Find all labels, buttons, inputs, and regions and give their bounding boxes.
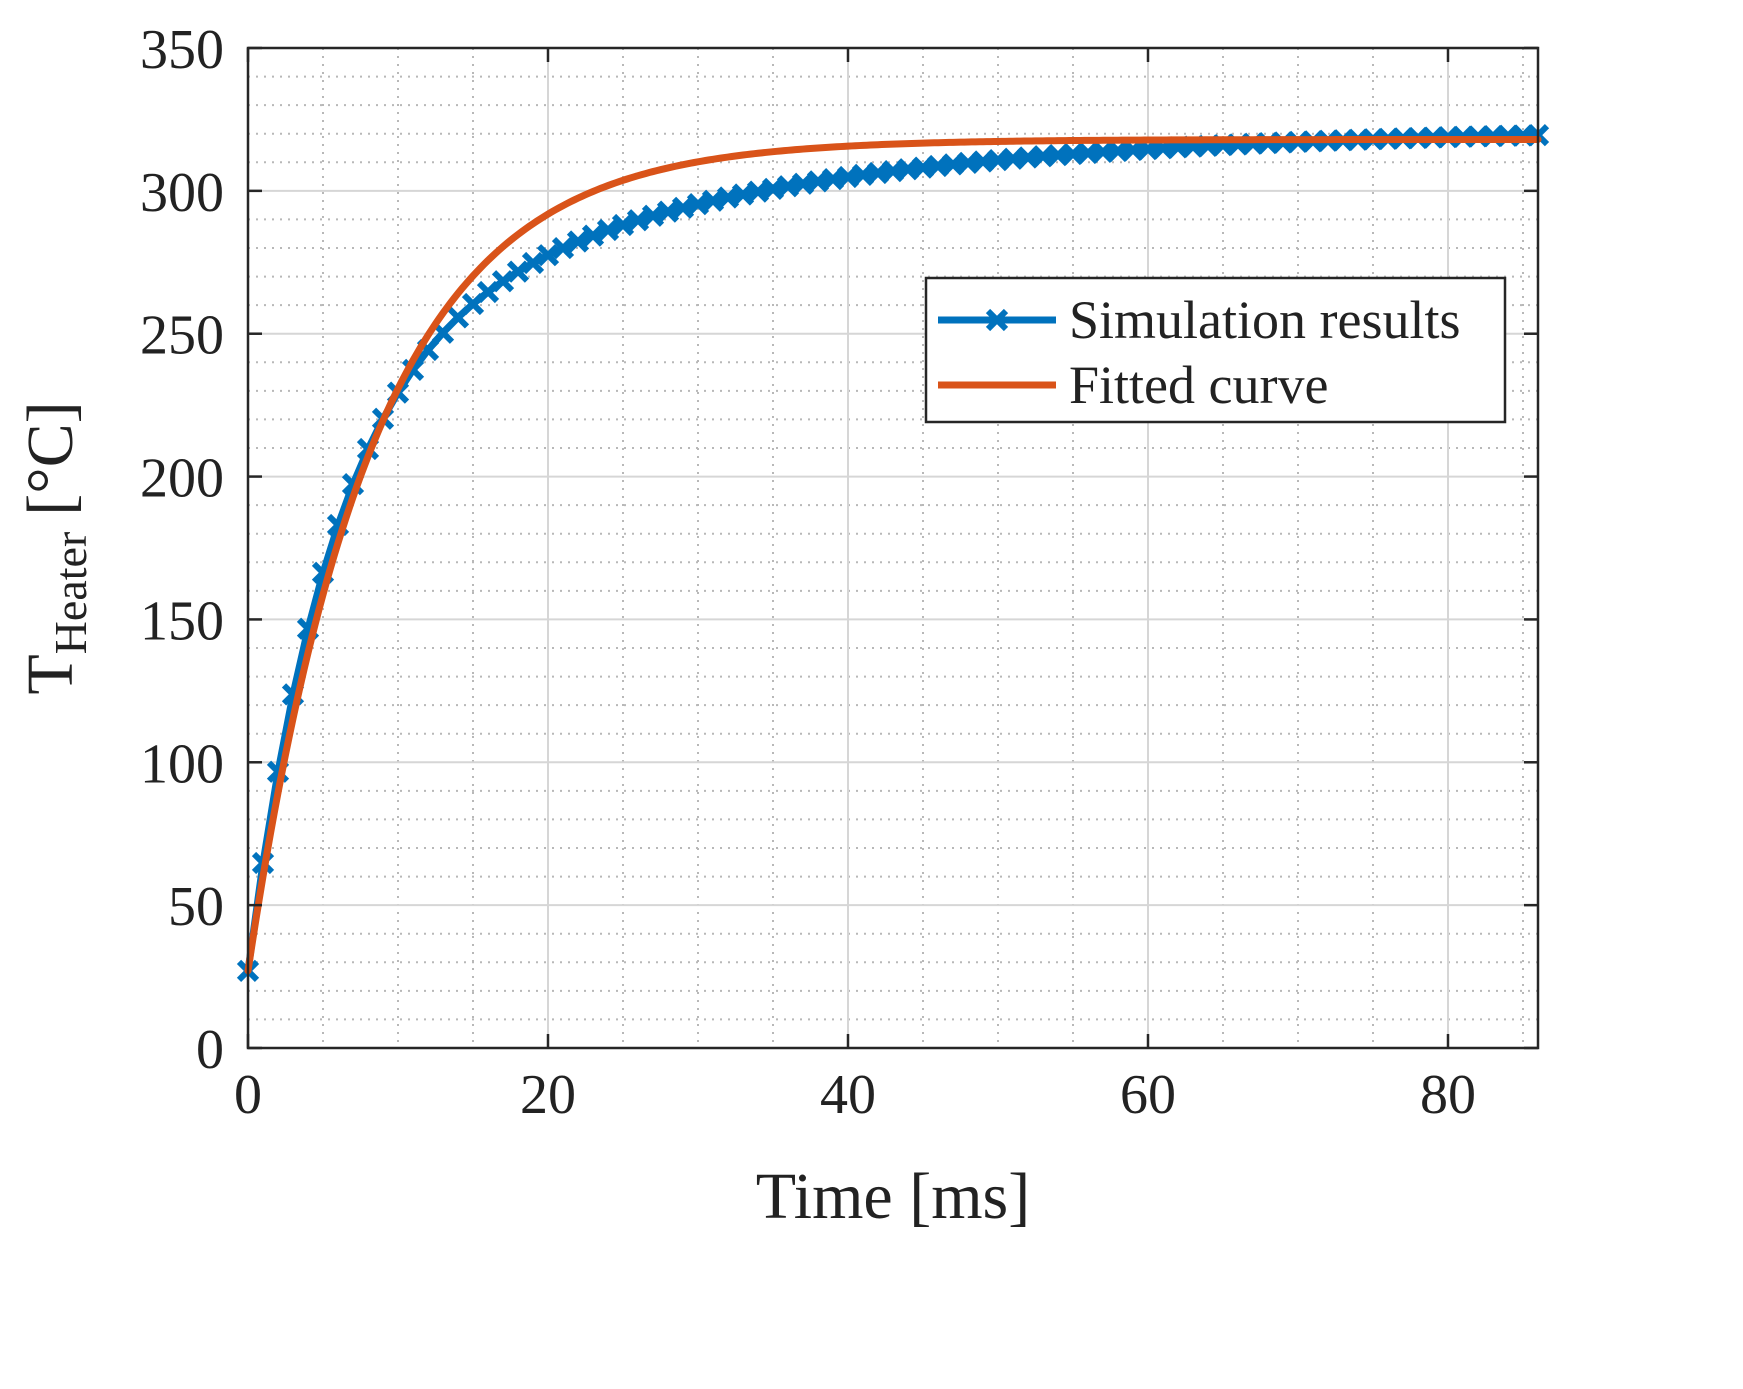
x-tick-label: 80 [1420,1064,1476,1126]
y-tick-label: 100 [140,733,224,795]
legend-marker-x [985,308,1009,332]
marker-stroke [701,189,725,212]
marker-stroke [746,180,770,203]
marker-stroke [956,151,980,175]
y-tick-label: 350 [140,19,224,81]
data-point-simulation [581,224,605,247]
x-tick-label: 0 [234,1064,262,1126]
marker-stroke [611,213,635,237]
data-point-simulation [506,260,530,283]
data-point-simulation [686,193,710,216]
marker-stroke [476,280,500,304]
data-point-simulation [536,244,560,267]
tick-labels: 0 20 40 60 80 0 50 100 150 200 250 300 350 [140,19,1476,1126]
marker-stroke [491,270,515,293]
marker-stroke [566,230,590,253]
y-tick-label: 150 [140,590,224,652]
minor-grid [248,48,1538,1048]
y-axis-title-subscript: Heater [45,532,96,655]
marker-stroke [506,260,530,283]
y-tick-label: 250 [140,305,224,367]
marker-stroke [985,308,1009,332]
marker-stroke [671,196,695,219]
marker-stroke [881,159,905,183]
x-tick-label: 60 [1120,1064,1176,1126]
data-point-simulation [671,196,695,219]
marker-stroke [776,175,800,198]
data-point-simulation [641,204,665,227]
legend: Simulation results Fitted curve [924,276,1507,424]
data-point-simulation [611,213,635,237]
major-grid [248,48,1538,1048]
marker-stroke [656,200,680,223]
marker-stroke [731,183,755,206]
y-tick-label: 50 [168,876,224,938]
marker-stroke [686,193,710,216]
marker-stroke [1001,147,1025,170]
marker-stroke [821,168,845,191]
marker-stroke [596,218,620,242]
legend-box [924,276,1507,424]
y-axis-title: THeater [°C] [14,401,96,694]
marker-stroke [986,148,1010,172]
marker-stroke [641,204,665,227]
marker-stroke [626,209,650,232]
y-tick-label: 0 [196,1019,224,1081]
marker-stroke [896,158,920,181]
data-point-simulation [701,189,725,212]
marker-stroke [581,224,605,247]
marker-stroke [866,161,890,185]
data-point-simulation [551,236,575,260]
data-point-simulation [491,270,515,293]
plot-frame [246,46,1540,1050]
x-tick-label: 40 [820,1064,876,1126]
data-point-simulation [626,209,650,232]
data-point-simulation [716,186,740,209]
marker-stroke [971,150,995,173]
marker-stroke [836,165,860,189]
marker-stroke [536,244,560,267]
marker-stroke [416,338,440,362]
marker-stroke [716,186,740,209]
legend-label-simulation: Simulation results [1069,290,1461,350]
data-point-simulation [521,251,545,275]
marker-stroke [551,236,575,260]
plot-area [248,48,1538,1048]
marker-stroke [521,251,545,275]
marker-stroke [926,154,950,178]
legend-marker-simulation [985,308,1009,332]
data-point-simulation [566,230,590,253]
data-point-simulation [476,280,500,304]
marker-stroke [806,170,830,193]
y-axis-title-main: T [14,654,87,694]
x-tick-label: 20 [520,1064,576,1126]
marker-stroke [791,172,815,195]
marker-stroke [941,153,965,176]
data-point-simulation [596,218,620,242]
series-line-fitted [244,135,1542,975]
marker-stroke [911,156,935,179]
legend-label-fitted: Fitted curve [1069,355,1328,415]
data-point-simulation [656,200,680,223]
marker-stroke [851,163,875,187]
series-layer [236,124,1550,982]
y-tick-label: 300 [140,162,224,224]
axis-ticks [246,46,1538,1050]
y-axis-title-unit: [°C] [14,401,87,515]
x-axis-title: Time [ms] [756,1160,1030,1233]
marker-stroke [761,177,785,200]
y-tick-label: 200 [140,448,224,510]
marker-stroke [431,321,455,344]
